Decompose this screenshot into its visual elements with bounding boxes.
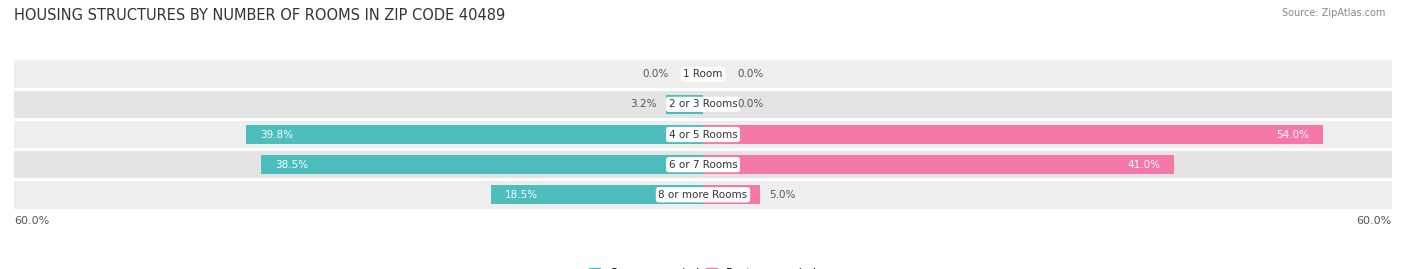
Text: 3.2%: 3.2%	[630, 99, 657, 109]
Bar	[262, 155, 703, 174]
Bar	[14, 181, 1392, 209]
Bar	[14, 151, 1392, 179]
Bar	[246, 125, 703, 144]
Text: 38.5%: 38.5%	[274, 160, 308, 170]
Text: 1 Room: 1 Room	[683, 69, 723, 79]
Bar	[703, 155, 1174, 174]
Text: HOUSING STRUCTURES BY NUMBER OF ROOMS IN ZIP CODE 40489: HOUSING STRUCTURES BY NUMBER OF ROOMS IN…	[14, 8, 505, 23]
Legend: Owner-occupied, Renter-occupied: Owner-occupied, Renter-occupied	[585, 264, 821, 269]
Bar	[703, 125, 1323, 144]
Text: 54.0%: 54.0%	[1277, 129, 1309, 140]
Text: 4 or 5 Rooms: 4 or 5 Rooms	[669, 129, 737, 140]
Text: 5.0%: 5.0%	[769, 190, 796, 200]
Text: 0.0%: 0.0%	[738, 99, 763, 109]
Bar	[666, 95, 703, 114]
Text: 60.0%: 60.0%	[1357, 217, 1392, 226]
Text: 0.0%: 0.0%	[738, 69, 763, 79]
Bar	[703, 185, 761, 204]
Text: 6 or 7 Rooms: 6 or 7 Rooms	[669, 160, 737, 170]
Text: 39.8%: 39.8%	[260, 129, 292, 140]
Text: 0.0%: 0.0%	[643, 69, 669, 79]
Bar	[14, 60, 1392, 88]
Bar	[14, 121, 1392, 148]
Text: Source: ZipAtlas.com: Source: ZipAtlas.com	[1281, 8, 1385, 18]
Bar	[14, 90, 1392, 118]
Text: 41.0%: 41.0%	[1128, 160, 1160, 170]
Bar	[491, 185, 703, 204]
Text: 2 or 3 Rooms: 2 or 3 Rooms	[669, 99, 737, 109]
Text: 18.5%: 18.5%	[505, 190, 537, 200]
Text: 60.0%: 60.0%	[14, 217, 49, 226]
Text: 8 or more Rooms: 8 or more Rooms	[658, 190, 748, 200]
